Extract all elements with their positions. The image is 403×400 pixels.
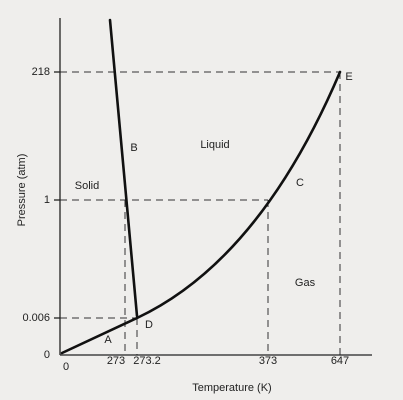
y-tick-label: 1: [44, 194, 50, 206]
point-label: B: [130, 142, 137, 154]
y-tick-label: 0: [44, 349, 50, 361]
solid-gas-curve: [60, 316, 139, 355]
point-label: D: [145, 319, 153, 331]
x-tick-label: 647: [331, 355, 349, 367]
region-label: Liquid: [200, 139, 229, 151]
x-tick-label: 373: [259, 355, 277, 367]
x-tick-label: 0: [63, 361, 69, 373]
solid-liquid-curve: [108, 18, 139, 318]
x-tick-label: 273: [107, 355, 125, 367]
region-label: Solid: [75, 180, 99, 192]
x-tick-label: 273.2: [133, 355, 161, 367]
point-label: C: [296, 177, 304, 189]
y-tick-label: 218: [32, 66, 50, 78]
y-axis-label: Pressure (atm): [16, 154, 28, 227]
x-axis-label: Temperature (K): [192, 382, 271, 394]
point-label: A: [104, 334, 112, 346]
y-tick-label: 0.006: [22, 312, 50, 324]
liquid-gas-curve: [135, 70, 342, 320]
point-label: E: [345, 71, 352, 83]
region-label: Gas: [295, 277, 316, 289]
